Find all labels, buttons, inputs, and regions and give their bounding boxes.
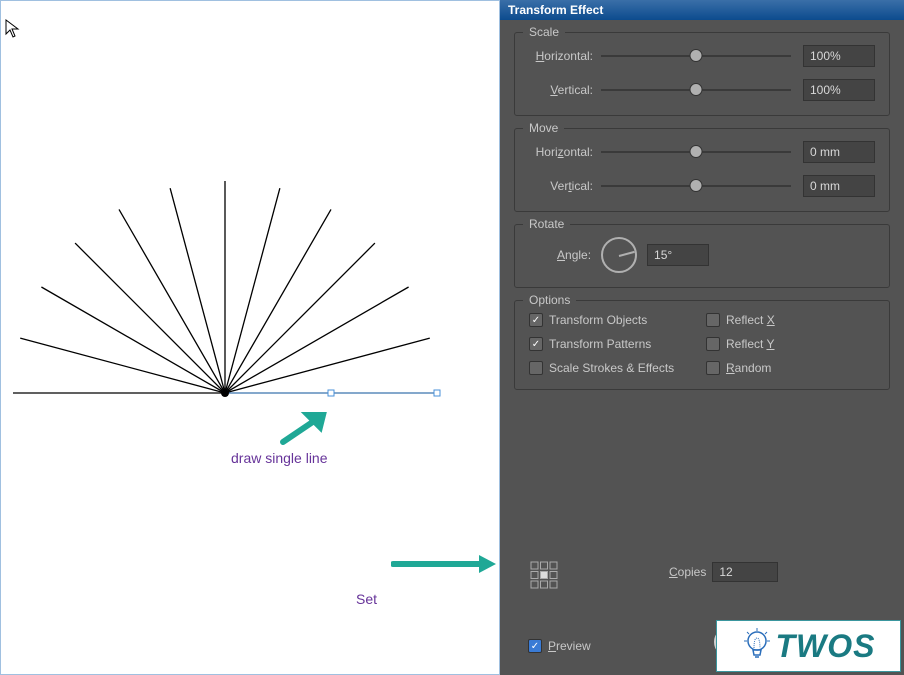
rotate-title: Rotate <box>523 217 570 231</box>
move-h-value[interactable]: 0 mm <box>803 141 875 163</box>
fan-drawing <box>1 151 451 411</box>
scale-v-label: Vertical: <box>529 83 601 97</box>
angle-label: Angle: <box>557 248 591 262</box>
move-h-label: Horizontal: <box>529 145 601 159</box>
transform-effect-dialog: Transform Effect Scale Horizontal: 100% … <box>500 0 904 675</box>
arrow-icon <box>391 551 499 577</box>
angle-value[interactable]: 15° <box>647 244 709 266</box>
preview-checkbox[interactable]: ✓ Preview <box>528 639 591 653</box>
scale-v-slider[interactable] <box>601 89 791 91</box>
copies-value[interactable]: 12 <box>712 562 778 582</box>
move-v-slider[interactable] <box>601 185 791 187</box>
scale-section: Scale Horizontal: 100% Vertical: 100% <box>514 32 890 116</box>
reflect-x-checkbox[interactable]: Reflect X <box>706 313 875 327</box>
scale-h-label: Horizontal: <box>529 49 601 63</box>
scale-h-slider[interactable] <box>601 55 791 57</box>
move-title: Move <box>523 121 564 135</box>
move-section: Move Horizontal: 0 mm Vertical: 0 mm <box>514 128 890 212</box>
annotation-draw-line: draw single line <box>231 450 328 466</box>
options-section: Options ✓Transform Objects Reflect X ✓Tr… <box>514 300 890 390</box>
options-title: Options <box>523 293 576 307</box>
rotate-section: Rotate Angle: 15° <box>514 224 890 288</box>
move-v-label: Vertical: <box>529 179 601 193</box>
scale-h-value[interactable]: 100% <box>803 45 875 67</box>
bulb-icon <box>742 626 772 666</box>
transform-objects-checkbox[interactable]: ✓Transform Objects <box>529 313 698 327</box>
random-checkbox[interactable]: Random <box>706 361 875 375</box>
logo-text: TWOS <box>776 628 876 665</box>
canvas-artboard: draw single line Set <box>0 0 500 675</box>
copies-label: Copies <box>669 565 706 579</box>
anchor-point-grid[interactable] <box>530 561 558 589</box>
scale-strokes-checkbox[interactable]: Scale Strokes & Effects <box>529 361 698 375</box>
twos-logo: TWOS <box>716 620 901 672</box>
reflect-y-checkbox[interactable]: Reflect Y <box>706 337 875 351</box>
scale-title: Scale <box>523 25 565 39</box>
angle-knob[interactable] <box>601 237 637 273</box>
move-h-slider[interactable] <box>601 151 791 153</box>
cursor-icon <box>5 19 21 39</box>
annotation-set: Set <box>356 591 377 607</box>
dialog-title-bar: Transform Effect <box>500 0 904 20</box>
transform-patterns-checkbox[interactable]: ✓Transform Patterns <box>529 337 698 351</box>
arrow-icon <box>278 407 338 447</box>
move-v-value[interactable]: 0 mm <box>803 175 875 197</box>
scale-v-value[interactable]: 100% <box>803 79 875 101</box>
